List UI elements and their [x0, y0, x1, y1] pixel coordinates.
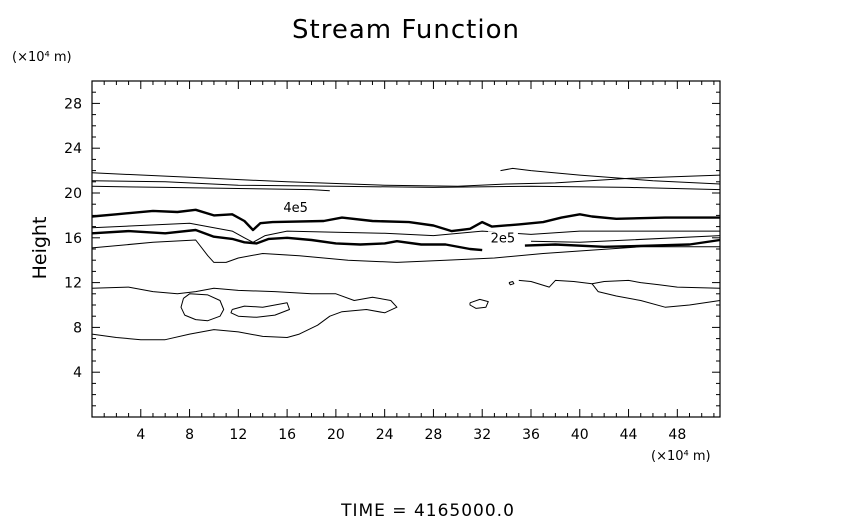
x-tick-label: 16 [278, 427, 296, 443]
x-tick-label: 20 [327, 427, 345, 443]
contour-line-c-low-2 [518, 279, 721, 289]
x-tick-label: 4 [136, 427, 145, 443]
y-axis-unit: (×10⁴ m) [12, 50, 72, 65]
contour-line-c-blob-4 [508, 281, 515, 286]
x-tick-label: 36 [522, 427, 540, 443]
x-tick-label: 32 [473, 427, 491, 443]
contour-line-c-mid-2 [91, 239, 720, 263]
contour-label: 2e5 [491, 231, 516, 246]
x-tick-label: 24 [376, 427, 394, 443]
contour-line-c-blob-3 [469, 298, 489, 309]
x-tick-label: 28 [425, 427, 443, 443]
contour-labels: 4e5 2e5 [280, 201, 518, 246]
y-tick-label: 24 [64, 141, 82, 157]
contour-line-c-4e5 [91, 208, 720, 233]
x-tick-label: 40 [571, 427, 589, 443]
contour-label-bg [280, 201, 311, 216]
y-tick-label: 28 [64, 96, 82, 112]
y-axis-label: Height [29, 217, 51, 280]
contour-line-c-2e5 [91, 228, 483, 252]
contour-line-c-mid-3 [530, 235, 721, 243]
x-tick-label: 44 [620, 427, 638, 443]
contour-line-c-low-3 [591, 283, 721, 308]
contour-line-c-low-1 [91, 286, 398, 341]
contour-line-c-top-2 [91, 180, 721, 191]
contour-line-c-blob-2 [230, 302, 290, 318]
x-tick-label: 8 [185, 427, 194, 443]
plot-frame [91, 80, 721, 418]
contour-line-c-top-1 [91, 172, 721, 187]
chart-title: Stream Function [292, 15, 520, 45]
contour-line-c-top-3 [91, 185, 330, 192]
contour-lines [91, 167, 721, 341]
time-label: TIME = 4165000.0 [340, 501, 515, 519]
y-tick-label: 4 [73, 365, 82, 381]
y-tick-label: 20 [64, 186, 82, 202]
x-axis-unit: (×10⁴ m) [651, 449, 711, 464]
y-tick-label: 16 [64, 231, 82, 247]
x-tick-label: 12 [229, 427, 247, 443]
contour-label: 4e5 [283, 201, 308, 216]
contour-line-c-blob-1 [180, 293, 225, 322]
contour-line-c-mid-1 [91, 222, 720, 243]
contour-line-c-top-4 [500, 167, 721, 185]
contour-label-bg [487, 231, 518, 246]
y-tick-label: 12 [64, 276, 82, 292]
contour-line-c-2e5-b [524, 238, 721, 248]
y-tick-label: 8 [73, 320, 82, 336]
x-tick-label: 48 [668, 427, 686, 443]
